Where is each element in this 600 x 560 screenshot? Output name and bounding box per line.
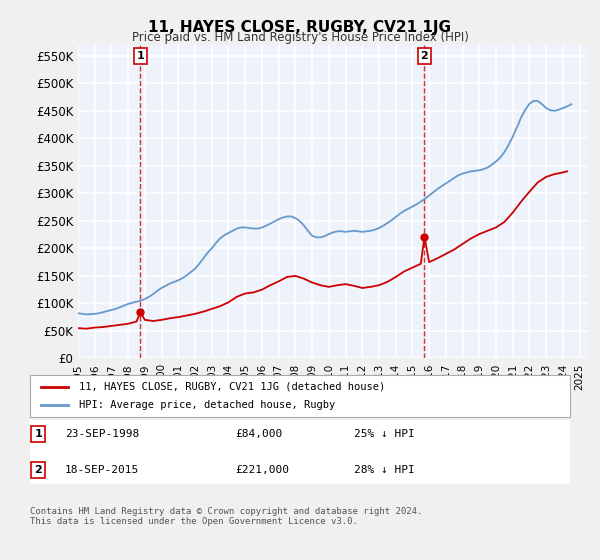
Text: 2: 2 [34,465,42,475]
Text: £84,000: £84,000 [235,429,283,439]
Text: Contains HM Land Registry data © Crown copyright and database right 2024.
This d: Contains HM Land Registry data © Crown c… [30,507,422,526]
Text: 2: 2 [421,51,428,61]
Text: 1: 1 [34,429,42,439]
Text: 1: 1 [136,51,144,61]
Text: 28% ↓ HPI: 28% ↓ HPI [354,465,415,475]
Text: HPI: Average price, detached house, Rugby: HPI: Average price, detached house, Rugb… [79,400,335,410]
Text: 11, HAYES CLOSE, RUGBY, CV21 1JG: 11, HAYES CLOSE, RUGBY, CV21 1JG [149,20,452,35]
Text: 18-SEP-2015: 18-SEP-2015 [65,465,139,475]
Text: 23-SEP-1998: 23-SEP-1998 [65,429,139,439]
Text: 11, HAYES CLOSE, RUGBY, CV21 1JG (detached house): 11, HAYES CLOSE, RUGBY, CV21 1JG (detach… [79,382,385,392]
Text: £221,000: £221,000 [235,465,289,475]
Text: Price paid vs. HM Land Registry's House Price Index (HPI): Price paid vs. HM Land Registry's House … [131,31,469,44]
Text: 25% ↓ HPI: 25% ↓ HPI [354,429,415,439]
